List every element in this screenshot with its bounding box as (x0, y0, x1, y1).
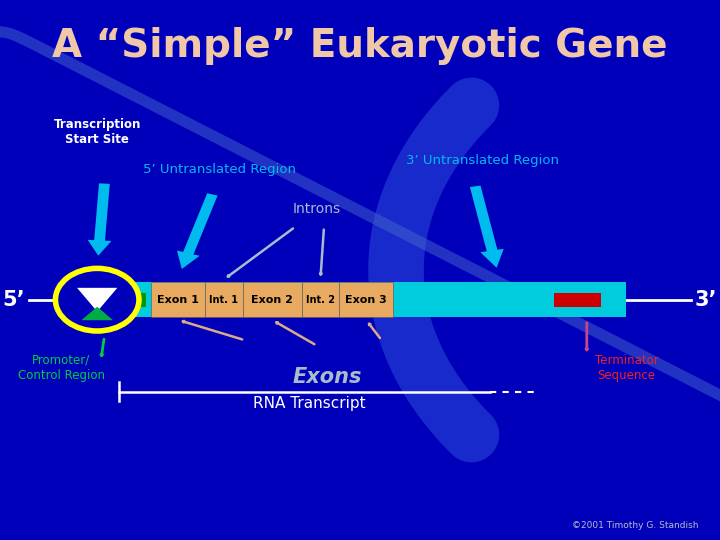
Text: A “Simple” Eukaryotic Gene: A “Simple” Eukaryotic Gene (53, 27, 667, 65)
Polygon shape (77, 288, 117, 312)
Text: Exon 3: Exon 3 (346, 295, 387, 305)
Polygon shape (81, 307, 113, 320)
Text: Exon 1: Exon 1 (157, 295, 199, 305)
Bar (302, 282, 339, 317)
Bar (122, 282, 626, 317)
Text: Int. 2: Int. 2 (306, 295, 335, 305)
Text: Exon 2: Exon 2 (251, 295, 293, 305)
FancyArrow shape (177, 193, 217, 269)
Text: 5’: 5’ (3, 289, 25, 310)
Text: 5’ Untranslated Region: 5’ Untranslated Region (143, 163, 296, 176)
Text: Exons: Exons (293, 367, 362, 387)
Text: Introns: Introns (293, 202, 341, 216)
Text: 3’: 3’ (695, 289, 717, 310)
FancyArrow shape (88, 184, 112, 255)
Text: RNA Transcript: RNA Transcript (253, 396, 366, 411)
Text: Int. 1: Int. 1 (210, 295, 238, 305)
Bar (151, 282, 205, 317)
Bar (554, 293, 601, 307)
Circle shape (55, 268, 139, 331)
Bar (339, 282, 393, 317)
Bar (112, 293, 146, 307)
Text: Terminator
Sequence: Terminator Sequence (595, 354, 658, 382)
Text: ©2001 Timothy G. Standish: ©2001 Timothy G. Standish (572, 521, 698, 530)
Text: Transcription
Start Site: Transcription Start Site (53, 118, 141, 146)
Text: Promoter/
Control Region: Promoter/ Control Region (18, 354, 104, 382)
Bar (205, 282, 243, 317)
Bar (243, 282, 302, 317)
FancyArrow shape (470, 186, 504, 268)
Text: 3’ Untranslated Region: 3’ Untranslated Region (406, 154, 559, 167)
